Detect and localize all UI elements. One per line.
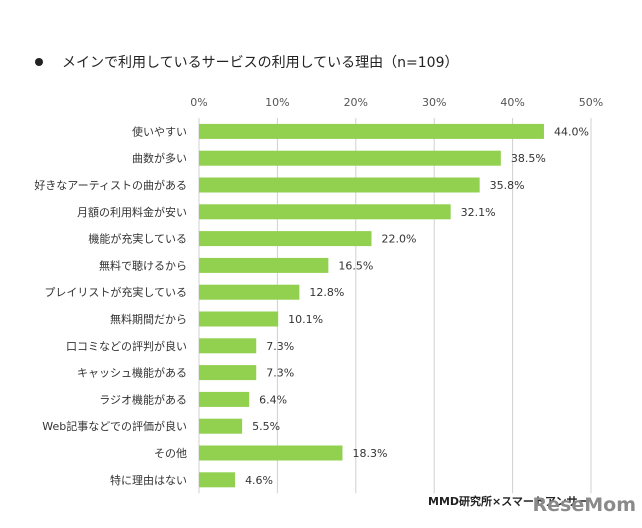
category-label: キャッシュ機能がある bbox=[77, 366, 187, 380]
bar bbox=[199, 311, 279, 327]
category-label: Web記事などでの評価が良い bbox=[42, 419, 187, 433]
bar bbox=[199, 231, 372, 247]
x-tick-label: 40% bbox=[500, 96, 524, 109]
value-label: 18.3% bbox=[352, 447, 387, 460]
category-label: 使いやすい bbox=[132, 125, 187, 138]
bar bbox=[199, 177, 480, 193]
gridlines bbox=[198, 118, 592, 494]
value-label: 4.6% bbox=[245, 474, 273, 487]
x-tick-label: 50% bbox=[579, 96, 603, 109]
bar bbox=[199, 338, 257, 354]
category-label: 無料で聴けるから bbox=[99, 258, 187, 272]
category-label: 機能が充実している bbox=[88, 232, 187, 246]
value-label: 6.4% bbox=[259, 393, 287, 406]
x-tick-label: 20% bbox=[344, 96, 368, 109]
bar bbox=[199, 150, 501, 166]
value-label: 32.1% bbox=[461, 206, 496, 219]
value-label: 7.3% bbox=[266, 367, 294, 380]
bar bbox=[199, 257, 329, 273]
source-note: MMD研究所×スマートアンサー bbox=[428, 494, 588, 508]
category-labels: 使いやすい曲数が多い好きなアーティストの曲がある月額の利用料金が安い機能が充実し… bbox=[34, 125, 187, 486]
bar bbox=[199, 391, 250, 407]
bar bbox=[199, 123, 544, 139]
bar bbox=[199, 472, 236, 488]
category-label: ラジオ機能がある bbox=[99, 392, 187, 406]
value-label: 7.3% bbox=[266, 340, 294, 353]
category-label: その他 bbox=[154, 447, 187, 460]
bar bbox=[199, 445, 343, 461]
category-label: 無料期間だから bbox=[110, 312, 187, 326]
value-label: 16.5% bbox=[338, 259, 373, 272]
category-label: プレイリストが充実している bbox=[44, 285, 187, 299]
value-label: 5.5% bbox=[252, 420, 280, 433]
title-bullet bbox=[35, 58, 43, 66]
chart-title: メインで利用しているサービスの利用している理由（n=109） bbox=[62, 55, 458, 71]
category-label: 特に理由はない bbox=[110, 473, 187, 487]
x-tick-label: 10% bbox=[265, 96, 289, 109]
x-tick-label: 30% bbox=[422, 96, 446, 109]
bar bbox=[199, 284, 300, 300]
category-label: 好きなアーティストの曲がある bbox=[34, 178, 187, 192]
value-label: 38.5% bbox=[511, 152, 546, 165]
value-label: 44.0% bbox=[554, 125, 589, 138]
category-label: 曲数が多い bbox=[132, 151, 187, 165]
category-label: 口コミなどの評判が良い bbox=[66, 339, 187, 353]
bars bbox=[199, 123, 544, 488]
category-label: 月額の利用料金が安い bbox=[77, 205, 187, 219]
bar bbox=[199, 418, 243, 434]
value-labels: 44.0% 38.5% 35.8% 32.1% 22.0% 16.5% 12.8% 10.1%… bbox=[245, 125, 589, 486]
bar bbox=[199, 365, 257, 381]
x-axis: 0% 10% 20% 30% 40% 50% bbox=[190, 96, 603, 109]
value-label: 12.8% bbox=[309, 286, 344, 299]
value-label: 35.8% bbox=[490, 179, 525, 192]
x-tick-label: 0% bbox=[190, 96, 207, 109]
bar bbox=[199, 204, 451, 220]
value-label: 10.1% bbox=[288, 313, 323, 326]
watermark-logo: ReseMom bbox=[533, 494, 636, 516]
value-label: 22.0% bbox=[381, 233, 416, 246]
